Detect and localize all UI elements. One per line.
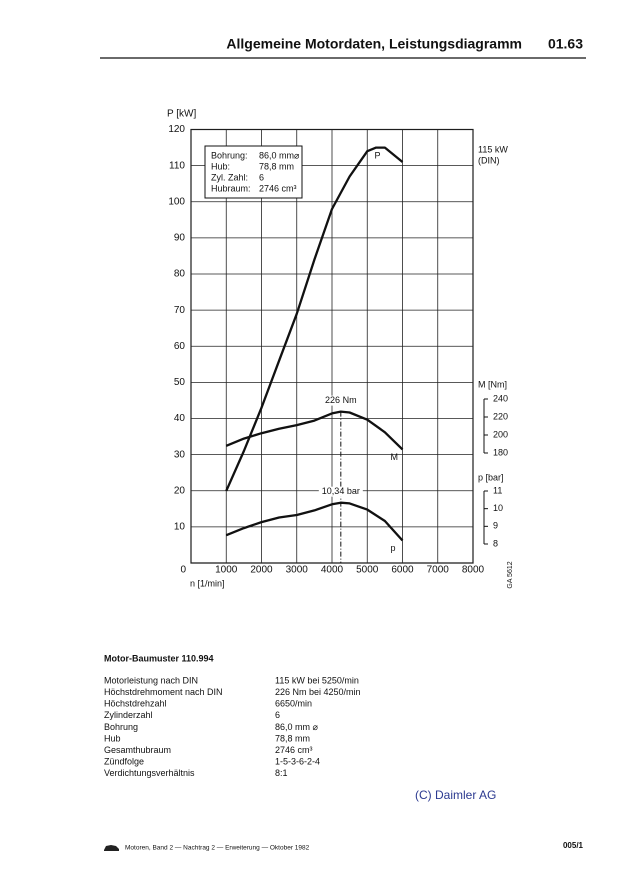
y2-tick-label: 180	[493, 447, 508, 457]
y-tick-label: 60	[174, 341, 186, 352]
curve-label: p	[391, 543, 396, 553]
spec-label: Verdichtungsverhältnis	[104, 768, 195, 778]
y2-tick-label: 220	[493, 411, 508, 421]
info-box	[204, 145, 303, 199]
spec-label: Höchstdrehmoment nach DIN	[104, 687, 223, 697]
spec-label: Hub	[104, 733, 121, 743]
info-value: 78,8 mm	[259, 161, 294, 171]
x-tick-label: 2000	[250, 565, 273, 576]
y-axis-label: P [kW]	[167, 109, 196, 120]
curve	[225, 146, 404, 492]
x-tick-label: 0	[180, 565, 186, 576]
spec-label: Höchstdrehzahl	[104, 699, 167, 709]
x-tick-label: 4000	[321, 565, 344, 576]
y-tick-label: 100	[168, 196, 185, 207]
x-tick-label: 7000	[427, 565, 450, 576]
curve-label: P	[375, 150, 381, 160]
info-value: 6	[259, 172, 264, 182]
y-tick-label: 80	[174, 269, 186, 280]
info-value: 2746 cm³	[259, 183, 297, 193]
info-value: 86,0 mm⌀	[259, 150, 300, 160]
y3-tick-label: 8	[493, 538, 498, 548]
y-tick-label: 10	[174, 522, 186, 533]
spec-value: 8:1	[275, 768, 288, 778]
spec-label: Bohrung	[104, 722, 138, 732]
spec-value: 78,8 mm	[275, 733, 310, 743]
y-tick-label: 90	[174, 233, 186, 244]
curve-label: M	[391, 452, 399, 462]
y-tick-label: 40	[174, 413, 186, 424]
y2-tick-label: 200	[493, 429, 508, 439]
spec-table: Motorleistung nach DIN 115 kW bei 5250/mi…	[104, 675, 361, 778]
y-tick-label: 110	[169, 160, 185, 171]
footer-text: Motoren, Band 2 — Nachtrag 2 — Erweiteru…	[125, 845, 310, 852]
info-label: Zyl. Zahl:	[211, 172, 248, 182]
axis-label: M [Nm]	[478, 379, 507, 389]
y-tick-label: 20	[174, 485, 186, 496]
max-label: (DIN)	[478, 155, 500, 165]
curve	[225, 410, 404, 451]
spec-value: 115 kW bei 5250/min	[275, 675, 359, 685]
spec-label: Gesamthubraum	[104, 745, 171, 755]
y-tick-label: 50	[174, 377, 186, 388]
curve	[225, 501, 404, 542]
spec-value: 6650/min	[275, 699, 312, 709]
label-bg	[318, 395, 363, 406]
annotation: 10,34 bar	[322, 486, 360, 496]
car-icon	[104, 845, 119, 851]
x-tick-label: 5000	[356, 565, 379, 576]
header-title: Allgemeine Motordaten, Leistungsdiagramm	[226, 36, 522, 52]
axis-label: p [bar]	[478, 472, 504, 482]
annotation: 226 Nm	[325, 395, 357, 405]
x-tick-label: 8000	[462, 565, 485, 576]
y3-tick-label: 11	[493, 485, 502, 495]
footer-page: 005/1	[563, 841, 584, 850]
x-tick-label: 3000	[286, 565, 309, 576]
y3-tick-label: 10	[493, 503, 503, 513]
copyright: (C) Daimler AG	[415, 788, 496, 802]
info-label: Hubraum:	[211, 183, 251, 193]
spec-value: 1-5-3-6-2-4	[275, 757, 320, 767]
max-label: 115 kW	[478, 144, 508, 154]
spec-label: Zylinderzahl	[104, 710, 153, 720]
chart: 0 1000 2000 3000 4000 5000 6000 7000 8000 10 20 30 4…	[167, 109, 514, 589]
x-tick-label: 1000	[215, 565, 238, 576]
y-tick-label: 120	[168, 124, 185, 135]
spec-value: 6	[275, 710, 280, 720]
spec-label: Motorleistung nach DIN	[104, 675, 198, 685]
y3-tick-label: 9	[493, 521, 498, 531]
spec-label: Zündfolge	[104, 757, 144, 767]
spec-value: 226 Nm bei 4250/min	[275, 687, 361, 697]
info-label: Hub:	[211, 161, 230, 171]
engine-title: Motor-Baumuster 110.994	[104, 653, 214, 663]
drawing-code: GA 5612	[507, 561, 514, 588]
x-tick-label: 6000	[391, 565, 414, 576]
y-tick-label: 70	[174, 305, 186, 316]
y2-tick-label: 240	[493, 393, 508, 403]
spec-value: 86,0 mm ⌀	[275, 722, 319, 732]
info-label: Bohrung:	[211, 150, 248, 160]
y-tick-label: 30	[174, 449, 186, 460]
spec-value: 2746 cm³	[275, 745, 313, 755]
label-bg	[318, 486, 363, 497]
header-page: 01.63	[548, 36, 583, 52]
x-axis-label: n [1/min]	[190, 578, 225, 588]
